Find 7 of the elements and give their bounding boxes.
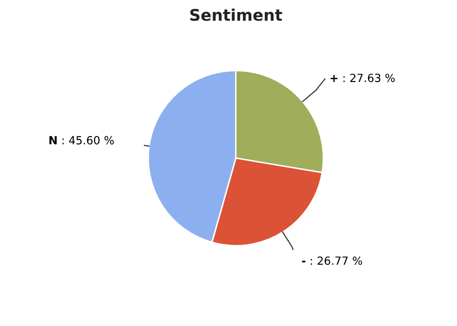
slice-label: -: [302, 260, 306, 262]
slice-label: +: [330, 74, 338, 82]
data-label: : 26.77 %: [310, 256, 362, 265]
data-label: : 27.63 %: [343, 74, 395, 82]
slice-label: N: [49, 136, 57, 144]
chart-title: Sentiment: [190, 8, 282, 21]
data-label: : 45.60 %: [62, 136, 114, 144]
